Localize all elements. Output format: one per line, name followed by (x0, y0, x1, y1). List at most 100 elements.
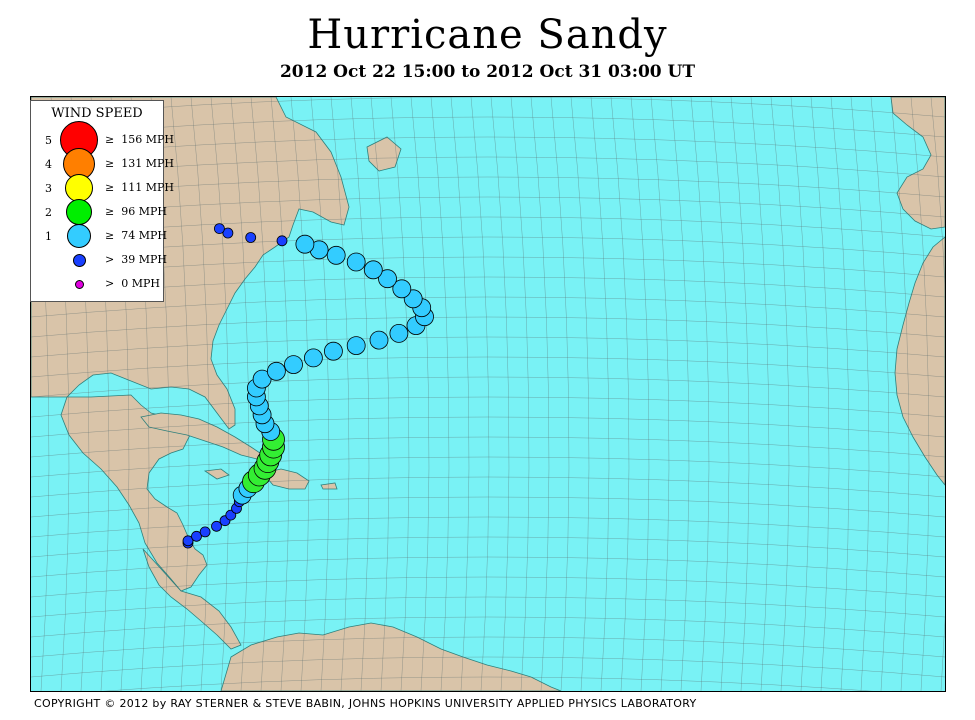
parallel-line (31, 396, 945, 418)
meridian-line (190, 97, 210, 691)
meridian-line (730, 97, 750, 691)
legend-swatch (66, 199, 92, 225)
track-point (369, 330, 389, 350)
meridian-line (310, 97, 330, 691)
legend-speed-label: ≥ 111 MPH (105, 181, 174, 194)
track-point (252, 369, 272, 389)
storm-track (182, 223, 434, 549)
meridian-line (170, 97, 190, 691)
meridian-line (710, 97, 730, 691)
meridian-line (670, 97, 690, 691)
track-point (392, 279, 412, 299)
legend-entry: 5 ≥ 156 MPH (31, 121, 174, 159)
meridian-line (470, 97, 490, 691)
copyright-notice: COPYRIGHT © 2012 by RAY STERNER & STEVE … (34, 697, 697, 710)
track-point (389, 323, 409, 343)
meridian-line (390, 97, 410, 691)
track-point (245, 232, 257, 243)
meridian-line (450, 97, 470, 691)
meridian-line (750, 97, 770, 691)
parallel-line (31, 376, 945, 398)
meridian-line (830, 97, 850, 691)
meridian-line (650, 97, 670, 691)
legend-entry: 2 ≥ 96 MPH (31, 199, 167, 225)
track-point (295, 234, 315, 254)
legend-category: 3 (45, 182, 52, 195)
track-point (182, 535, 194, 547)
meridian-line (550, 97, 570, 691)
track-point (326, 245, 346, 265)
parallel-line (31, 516, 945, 538)
parallel-line (31, 636, 945, 658)
parallel-line (31, 336, 945, 358)
parallel-line (31, 496, 945, 518)
meridian-line (510, 97, 530, 691)
meridian-line (770, 97, 790, 691)
parallel-line (31, 356, 945, 378)
meridian-line (410, 97, 430, 691)
parallel-line (31, 416, 945, 438)
legend-swatch (72, 253, 86, 267)
track-point (191, 530, 202, 542)
legend-speed-label: ≥ 131 MPH (105, 157, 174, 170)
meridian-line (370, 97, 390, 691)
legend-category: 2 (45, 206, 52, 219)
wind-speed-legend: WIND SPEED 5 ≥ 156 MPH 4 ≥ 131 MPH 3 ≥ 111 MP… (30, 100, 174, 302)
legend-entry: > 0 MPH (31, 273, 163, 295)
legend-speed-label: > 0 MPH (105, 277, 160, 290)
meridian-line (790, 97, 810, 691)
map-canvas (31, 97, 945, 691)
meridian-line (530, 97, 550, 691)
legend-entry: 1 ≥ 74 MPH (31, 224, 167, 248)
meridian-line (270, 97, 290, 691)
track-point (266, 361, 286, 381)
meridian-line (910, 97, 930, 691)
track-point (378, 269, 397, 289)
meridian-line (250, 97, 270, 691)
parallel-line (31, 616, 945, 638)
map-panel (30, 96, 946, 692)
parallel-line (31, 576, 945, 598)
legend-entry: 3 ≥ 111 MPH (31, 174, 174, 202)
meridian-line (610, 97, 630, 691)
legend-swatch (67, 224, 91, 248)
meridian-line (330, 97, 350, 691)
parallel-line (31, 476, 945, 498)
track-point (199, 526, 211, 538)
parallel-line (31, 296, 945, 318)
parallel-line (102, 676, 874, 691)
legend-speed-label: ≥ 156 MPH (105, 133, 174, 146)
track-point (284, 355, 303, 375)
track-point (276, 235, 288, 247)
track-point (211, 520, 222, 532)
parallel-line (31, 656, 945, 678)
meridian-line (210, 97, 230, 691)
map-title: Hurricane Sandy (307, 12, 668, 58)
track-point (323, 341, 343, 361)
meridian-line (290, 97, 310, 691)
meridian-line (930, 97, 945, 691)
track-point (303, 348, 323, 368)
meridian-line (850, 97, 870, 691)
graticule (31, 97, 945, 691)
legend-category: 1 (45, 230, 52, 243)
parallel-line (31, 316, 945, 338)
parallel-line (31, 436, 945, 458)
meridian-line (430, 97, 450, 691)
parallel-line (31, 596, 945, 618)
meridian-line (490, 97, 510, 691)
legend-speed-label: ≥ 96 MPH (105, 205, 167, 218)
legend-title: WIND SPEED (51, 106, 143, 121)
parallel-line (31, 556, 945, 578)
meridian-line (690, 97, 710, 691)
legend-entry: > 39 MPH (31, 249, 167, 271)
meridian-line (630, 97, 650, 691)
legend-speed-label: > 39 MPH (105, 253, 167, 266)
legend-swatch (74, 279, 84, 289)
legend-swatch (65, 174, 93, 202)
track-point (213, 223, 225, 235)
track-point (346, 252, 366, 272)
map-subtitle: 2012 Oct 22 15:00 to 2012 Oct 31 03:00 U… (279, 62, 696, 82)
track-point (346, 336, 366, 356)
legend-category: 4 (45, 158, 52, 171)
